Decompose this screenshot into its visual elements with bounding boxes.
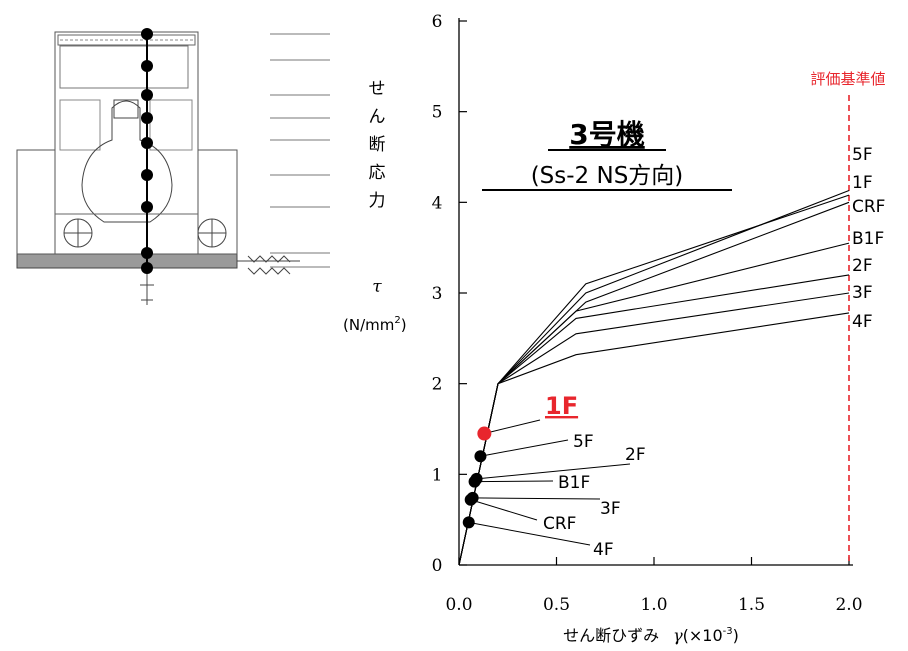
leader-3f [472, 497, 601, 500]
marker-labels: 1F 5F 2F B1F 3F CRF 4F [543, 392, 646, 560]
x-tick-label: 1.5 [738, 595, 765, 615]
series-line-3f [458, 292, 850, 566]
series-line-1f [458, 189, 850, 566]
series-label-1f: 1F [852, 173, 873, 193]
chart-subtitle: (Ss-2 NS方向) [531, 163, 684, 189]
building-outline [54, 31, 199, 255]
chart-title: 3号機 [569, 118, 644, 151]
series-label-2f: 2F [852, 256, 873, 276]
y-tick-label: 0 [432, 556, 443, 576]
y-tick-label: 2 [432, 375, 443, 395]
annex-right [197, 149, 238, 255]
y-axis-label-char: 応 [369, 163, 386, 183]
series-label-4f: 4F [852, 312, 873, 332]
x-tick-label: 2.0 [835, 595, 862, 615]
marker-label-1f: 1F [545, 392, 578, 420]
marker-label-5f: 5F [573, 432, 594, 452]
marker-label-4f: 4F [593, 540, 614, 560]
containment-vessel [81, 100, 173, 223]
annex-left [16, 149, 56, 255]
marker-leaders [468, 419, 631, 546]
y-axis-label: せ ん 断 応 力 τ (N/mm2) [343, 79, 407, 334]
y-tick-label: 3 [432, 284, 443, 304]
y-tick-label: 5 [432, 103, 443, 123]
y-tick-label: 1 [432, 465, 443, 485]
series-lines [458, 189, 850, 566]
floor-level-lines [270, 33, 330, 268]
x-axis-label: せん断ひずみ γ(×10-3) [563, 626, 739, 645]
series-line-2f [458, 274, 850, 566]
roof-truss [57, 34, 196, 46]
building-section-diagram [16, 28, 330, 305]
series-label-b1f: B1F [852, 229, 884, 249]
upper-hall [59, 45, 189, 89]
marker-label-2f: 2F [625, 445, 646, 465]
series-line-b1f [458, 242, 850, 566]
floor-markers [462, 426, 492, 529]
marker-5f [474, 450, 487, 463]
marker-4f [462, 516, 475, 529]
y-axis-label-char: 断 [369, 135, 386, 155]
axis-ticks [458, 20, 850, 566]
series-label-5f: 5F [852, 145, 873, 165]
y-axis-label-char: せ [369, 79, 386, 99]
leader-b1f [474, 480, 554, 483]
series-labels: 5F 1F CRF B1F 2F 3F 4F [852, 145, 885, 332]
marker-label-crf: CRF [543, 514, 576, 534]
marker-crf [464, 493, 477, 506]
reference-limit-label: 評価基準値 [810, 70, 885, 88]
y-axis-symbol: τ [372, 277, 382, 297]
y-axis-label-char: 力 [369, 191, 386, 211]
series-line-4f [458, 312, 850, 566]
marker-b1f [468, 475, 481, 488]
marker-label-3f: 3F [600, 499, 621, 519]
marker-label-b1f: B1F [558, 473, 590, 493]
series-line-crf [458, 201, 850, 566]
stick-model-nodes [141, 28, 153, 274]
chart-title-block: 3号機 (Ss-2 NS方向) [482, 118, 732, 191]
x-tick-label: 0.5 [543, 595, 570, 615]
x-tick-label: 0.0 [445, 595, 472, 615]
y-axis-label-char: ん [369, 107, 386, 127]
y-tick-label: 6 [432, 12, 443, 32]
soil-spring [247, 255, 291, 263]
foundation-slab [16, 253, 238, 269]
leader-4f [468, 521, 591, 546]
y-tick-label: 4 [432, 193, 443, 213]
x-tick-label: 1.0 [640, 595, 667, 615]
y-axis-unit: (N/mm2) [343, 315, 407, 334]
leader-crf [470, 499, 538, 521]
series-label-crf: CRF [852, 197, 885, 217]
series-label-3f: 3F [852, 283, 873, 303]
leader-1f [484, 419, 541, 435]
axis-tick-labels: 0 1 2 3 4 5 6 0.0 0.5 1.0 1.5 2.0 [432, 12, 863, 615]
marker-1f [477, 426, 492, 441]
leader-2f [476, 463, 631, 480]
leader-5f [480, 439, 569, 457]
series-line-5f [458, 194, 850, 566]
